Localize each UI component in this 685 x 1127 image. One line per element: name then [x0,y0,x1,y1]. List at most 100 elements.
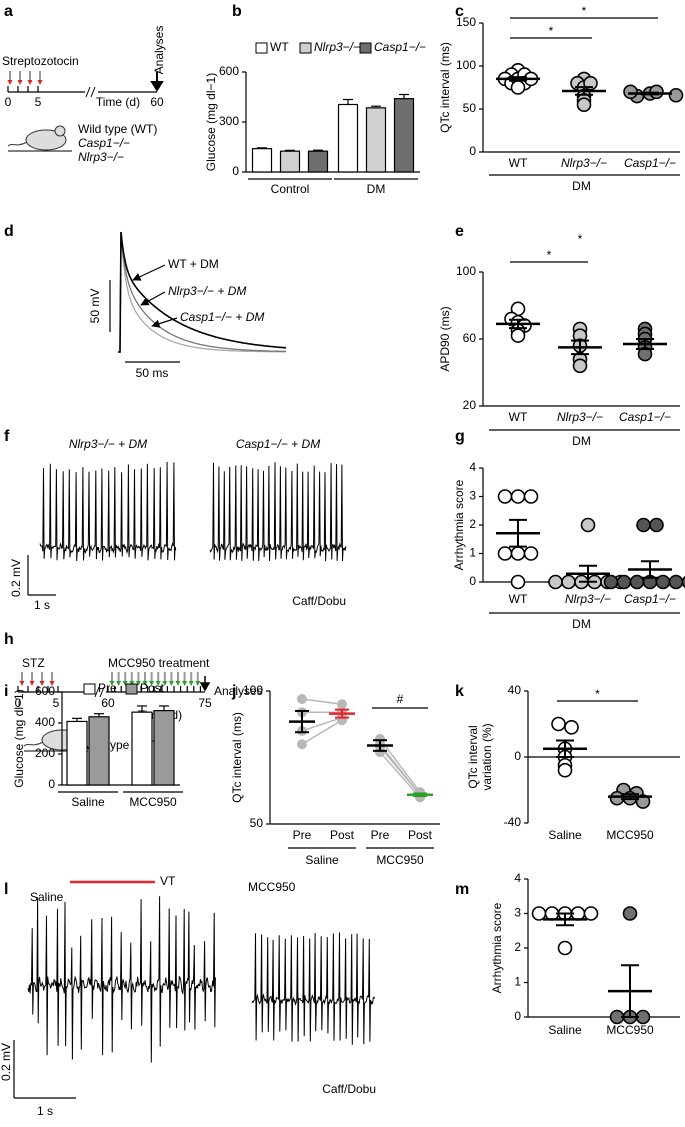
panel-label: j [231,683,236,700]
condition-label: Caff/Dobu [292,594,346,608]
bar [131,711,153,786]
data-point [531,906,547,921]
panel-label: l [4,881,8,898]
scale-label: 0.2 mV [9,559,23,597]
trace-arrow [132,264,166,281]
y-tick-label: 200 [35,746,55,760]
injection-tip [188,681,194,686]
legend-swatch [255,42,268,54]
legend-swatch [299,42,312,54]
panel-label: f [4,428,10,445]
category-label: MCC950 [376,853,424,867]
timeline-axis-label: Time (d) [96,95,140,109]
mouse-ear [54,125,66,137]
y-tick-label: 0 [232,164,239,178]
timeline-tick-label: 60 [101,696,115,710]
legend-label: Pre [98,681,117,695]
timeline-tick-label: 5 [53,696,60,710]
bar [66,720,88,786]
category-label: Casp1−/− [624,156,676,170]
data-point [510,328,526,343]
data-point [603,574,619,590]
data-point [557,762,573,778]
scale-label: 50 mV [88,289,102,324]
y-tick-label: 1 [469,546,476,560]
significance-label: * [549,24,554,38]
y-tick-label: 100 [456,58,476,72]
y-tick-label: 150 [456,15,476,29]
category-label: Saline [548,1023,582,1037]
break-mark [94,686,105,698]
annotation: # [397,692,404,706]
y-tick-label: 400 [35,715,55,729]
injection-tip [17,80,23,85]
trace [118,231,286,353]
panel-label: h [4,631,14,648]
scale-label: 50 ms [136,366,169,380]
genotype-label: Nlrp3−/− [78,150,124,164]
y-axis-label: QTc interval (ms) [230,712,244,803]
legend-swatch [359,42,372,54]
y-axis-label: Glucose (mg dl−1) [204,73,218,171]
category-label: Nlrp3−/− [565,592,611,606]
endpoint-label: Analyses [152,26,166,75]
y-axis-label: Arrhythmia score [452,479,466,570]
panel-label: m [455,881,469,898]
data-point [668,87,684,103]
endpoint-label: Analyses [214,684,263,698]
y-tick-label: 50 [250,816,264,830]
legend-label: WT [270,40,289,54]
data-point [375,747,385,758]
condition-label: Pre [293,828,312,842]
data-point [580,517,596,533]
group-label: DM [572,617,591,631]
injection-tip [182,681,188,686]
pair-line [301,716,343,732]
injection-tip [109,681,115,686]
data-point [561,574,576,590]
injection-tip [135,681,141,686]
vt-label: VT [160,874,176,888]
data-point [576,97,592,112]
pair-line [379,751,421,798]
data-point [497,546,513,561]
timeline-tick-label: 0 [5,95,12,109]
data-point [616,574,632,590]
trace-label: Nlrp3−/− + DM [168,284,246,298]
category-label: Nlrp3−/− [561,156,607,170]
category-label: MCC950 [606,828,654,842]
group-label: DM [572,179,591,193]
treatment-label: MCC950 treatment [108,656,210,670]
bar [153,709,175,786]
timeline-tick-label: 5 [35,95,42,109]
mouse-tail [7,141,28,147]
category-label: MCC950 [606,1023,654,1037]
scale-label: 1 s [37,1104,53,1118]
y-axis-label: QTc interval (ms) [438,42,452,133]
bar [279,150,301,173]
bar [393,98,415,173]
trace [251,932,376,1045]
y-tick-label: 0 [469,144,476,158]
bar [337,103,359,173]
y-tick-label: 3 [469,489,476,503]
injection-tip [7,80,13,85]
trace [118,231,286,353]
category-label: WT [509,592,528,606]
injection-tip [49,681,55,686]
data-point [623,84,638,100]
y-tick-label: 0 [48,777,55,791]
data-point [510,546,526,561]
data-point [583,906,599,921]
y-tick-label: 60 [463,331,477,345]
y-tick-label: 50 [463,101,477,115]
y-tick-label: -40 [504,815,522,829]
y-tick-label: 300 [219,114,239,128]
y-tick-label: 4 [514,871,521,885]
category-label: Nlrp3−/− [557,410,603,424]
category-label: MCC950 [129,795,177,809]
data-point [510,489,526,504]
injection-tip [175,681,181,686]
data-point [622,906,638,921]
